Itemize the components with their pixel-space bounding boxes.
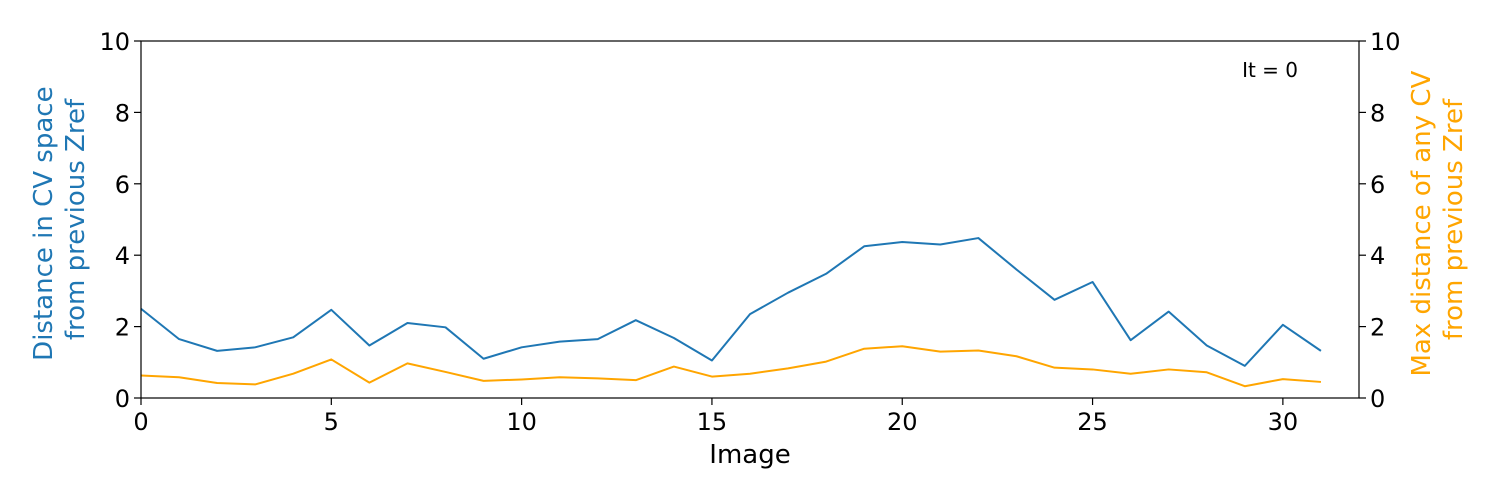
y-left-axis-title: Distance in CV space from previous Zref <box>29 78 91 361</box>
x-tick-label: 0 <box>133 408 148 436</box>
y-left-tick-label: 6 <box>115 171 130 199</box>
y-right-tick-label: 6 <box>1370 171 1385 199</box>
plot-frame <box>140 40 1360 399</box>
y-left-axis-title-line-2: from previous Zref <box>61 98 91 340</box>
y-left-tick-label: 4 <box>115 242 130 270</box>
series-layer <box>140 237 1322 388</box>
y-left-tick-label: 10 <box>99 28 130 56</box>
y-left-axis-ticks: 0 2 4 6 8 10 <box>99 28 141 413</box>
x-axis-ticks: 0 5 10 15 20 25 30 <box>133 398 1298 436</box>
x-tick-label: 5 <box>324 408 339 436</box>
y-right-tick-label: 8 <box>1370 99 1385 127</box>
x-tick-label: 15 <box>697 408 728 436</box>
x-tick-label: 25 <box>1077 408 1108 436</box>
y-left-tick-label: 2 <box>115 314 130 342</box>
x-axis-title: Image <box>709 440 790 470</box>
y-right-tick-label: 2 <box>1370 314 1385 342</box>
y-left-tick-label: 0 <box>115 385 130 413</box>
y-left-tick-label: 8 <box>115 99 130 127</box>
y-right-axis-title-line-2: from previous Zref <box>1439 98 1469 340</box>
iteration-annotation: It = 0 <box>1242 58 1298 82</box>
cv-distance-line <box>140 237 1322 367</box>
max-cv-distance-line <box>140 345 1322 388</box>
y-right-tick-label: 10 <box>1370 28 1401 56</box>
x-tick-label: 20 <box>887 408 918 436</box>
y-left-axis-title-line-1: Distance in CV space <box>29 86 59 360</box>
y-right-axis-title: Max distance of any CV from previous Zre… <box>1407 62 1469 376</box>
y-right-tick-label: 4 <box>1370 242 1385 270</box>
y-right-tick-label: 0 <box>1370 385 1385 413</box>
x-tick-label: 10 <box>506 408 537 436</box>
y-right-axis-title-line-1: Max distance of any CV <box>1407 71 1437 377</box>
y-right-axis-ticks: 0 2 4 6 8 10 <box>1359 28 1401 413</box>
x-tick-label: 30 <box>1268 408 1299 436</box>
